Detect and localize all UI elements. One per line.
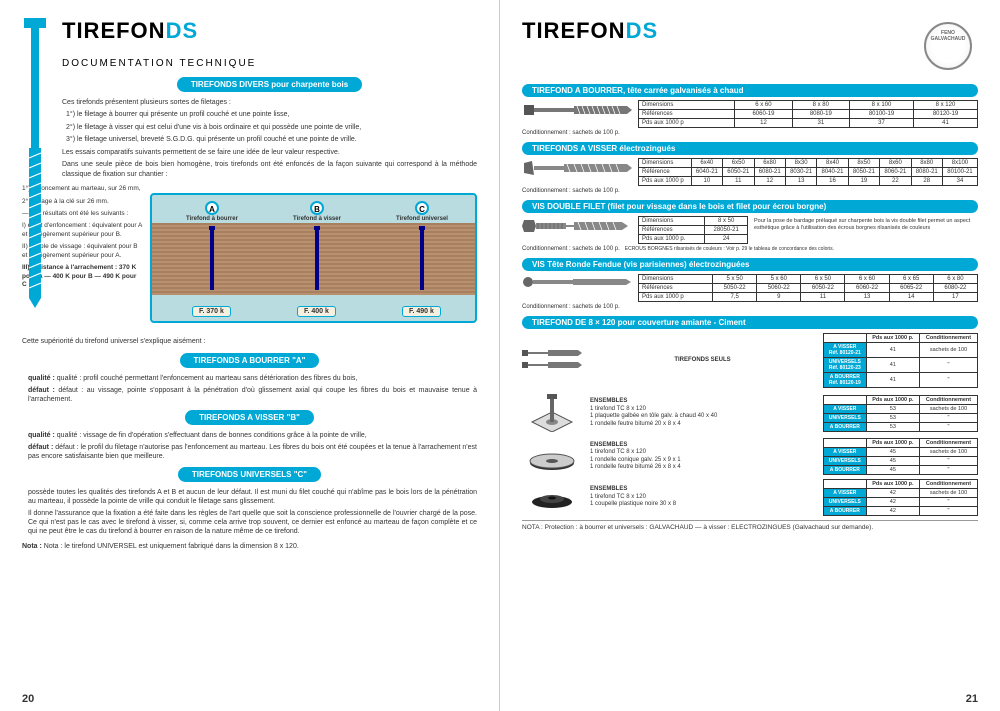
section-band: TIREFONDS DIVERS pour charpente bois (177, 77, 362, 92)
band-c: TIREFONDS UNIVERSELS "C" (178, 467, 321, 482)
section-vis-ronde: VIS Tête Ronde Fendue (vis parisiennes) … (522, 258, 978, 310)
intro: Ces tirefonds présentent plusieurs sorte… (62, 98, 477, 107)
section-8x120: TIREFOND DE 8 × 120 pour couverture amia… (522, 316, 978, 531)
coupelle-icon (522, 484, 582, 510)
section-visser: TIREFONDS A VISSER électrozingués Dimens… (522, 142, 978, 194)
screws-icon (522, 345, 582, 375)
type1: 1°) le filetage à bourrer qui présente u… (62, 110, 477, 119)
spec-table: Dimensions6x406x506x808x308x408x508x608x… (638, 158, 978, 186)
page-title: TIREFONDS (62, 18, 477, 44)
page-title-r: TIREFONDS (522, 18, 978, 44)
c-txt2: Il donne l'assurance que la fixation a é… (28, 509, 477, 536)
band-a: TIREFONDS A BOURRER "A" (180, 353, 320, 368)
nota-left: Nota : Nota : le tirefond UNIVERSEL est … (22, 543, 477, 550)
screw-icon (522, 100, 632, 120)
method: Dans une seule pièce de bois bien homogè… (62, 160, 477, 179)
a-q: qualité : qualité : profil couché permet… (28, 374, 477, 383)
rondelle-icon (522, 441, 582, 471)
a-d: défaut : défaut : au vissage, pointe s'o… (28, 386, 477, 404)
plaquette-icon (522, 392, 582, 432)
page-number: 20 (22, 693, 34, 705)
title-main: TIREFON (62, 18, 166, 43)
band-b: TIREFONDS A VISSER "B" (185, 410, 314, 425)
type2: 2°) le filetage à visser qui est celui d… (62, 123, 477, 132)
section-bourrer: TIREFOND A BOURRER, tête carrée galvanis… (522, 84, 978, 136)
title-suffix: DS (166, 18, 199, 43)
spec-table: Dimensions6 x 608 x 808 x 1008 x 120 Réf… (638, 100, 978, 128)
sup: Cette supériorité du tirefond universel … (22, 337, 477, 346)
nota-right: NOTA : Protection : à bourrer et univers… (522, 520, 978, 531)
section-double-filet: VIS DOUBLE FILET (filet pour vissage dan… (522, 200, 978, 252)
feno-logo: FENO GALVACHAUD (924, 22, 972, 70)
screw-icon (522, 158, 632, 178)
page-20: TIREFONDS DOCUMENTATION TECHNIQUE TIREFO… (0, 0, 500, 711)
comparison-diagram: ATirefond à bourrer F. 370 k BTirefond à… (150, 193, 477, 323)
screw-illustration (22, 18, 48, 308)
subtitle: DOCUMENTATION TECHNIQUE (62, 58, 477, 69)
c-txt: possède toutes les qualités des tirefond… (28, 488, 477, 506)
essais: Les essais comparatifs suivants permette… (62, 148, 477, 157)
spec-table: Dimensions8 x 50 Références28050-21 Pds … (638, 216, 748, 244)
page-number: 21 (966, 693, 978, 705)
page-21: TIREFONDS FENO GALVACHAUD TIREFOND A BOU… (500, 0, 1000, 711)
type3: 3°) le filetage universel, breveté S.G.D… (62, 135, 477, 144)
b-q: qualité : qualité : vissage de fin d'opé… (28, 431, 477, 440)
screw-icon (522, 216, 632, 236)
spec-table: Dimensions5 x 505 x 606 x 506 x 606 x 65… (638, 274, 978, 302)
screw-icon (522, 274, 632, 290)
b-d: défaut : défaut : le profil du filetage … (28, 443, 477, 461)
